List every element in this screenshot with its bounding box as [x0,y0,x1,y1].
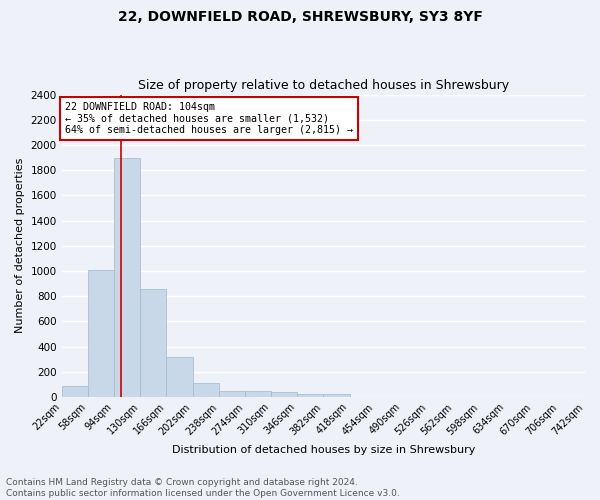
Bar [323,394,350,397]
Text: 22 DOWNFIELD ROAD: 104sqm
← 35% of detached houses are smaller (1,532)
64% of se: 22 DOWNFIELD ROAD: 104sqm ← 35% of detac… [65,102,353,136]
Y-axis label: Number of detached properties: Number of detached properties [15,158,25,334]
Bar [62,386,88,397]
Bar [166,356,193,397]
Bar [88,270,114,397]
Bar [271,392,297,397]
X-axis label: Distribution of detached houses by size in Shrewsbury: Distribution of detached houses by size … [172,445,475,455]
Title: Size of property relative to detached houses in Shrewsbury: Size of property relative to detached ho… [138,79,509,92]
Bar [193,383,218,397]
Text: 22, DOWNFIELD ROAD, SHREWSBURY, SY3 8YF: 22, DOWNFIELD ROAD, SHREWSBURY, SY3 8YF [118,10,482,24]
Bar [245,391,271,397]
Text: Contains HM Land Registry data © Crown copyright and database right 2024.
Contai: Contains HM Land Registry data © Crown c… [6,478,400,498]
Bar [297,394,323,397]
Bar [218,390,245,397]
Bar [140,288,166,397]
Bar [114,158,140,397]
